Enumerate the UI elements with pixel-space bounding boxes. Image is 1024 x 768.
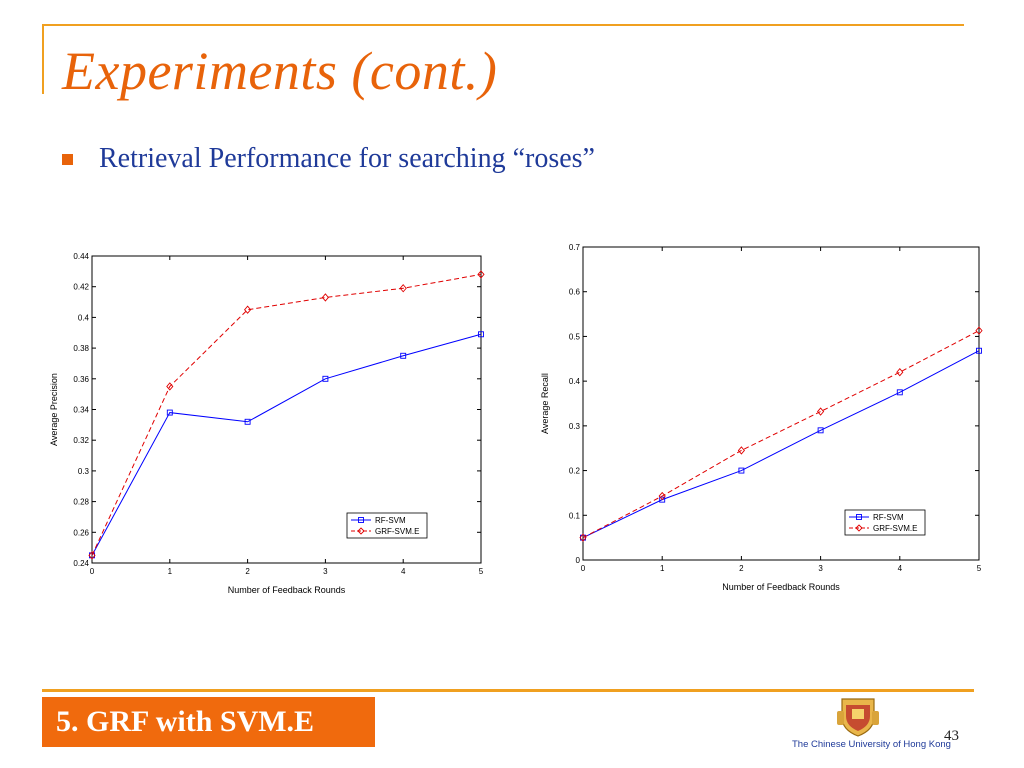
legend-entry-label: RF-SVM	[873, 513, 904, 522]
data-point	[400, 352, 407, 359]
y-tick-label: 0.36	[73, 375, 89, 384]
y-axis-label: Average Recall	[540, 373, 550, 434]
data-point	[166, 382, 174, 391]
page-number: 43	[944, 728, 959, 744]
university-name: The Chinese University of Hong Kong	[792, 739, 951, 750]
data-point	[478, 331, 484, 338]
x-tick-label: 5	[977, 564, 982, 573]
data-point	[322, 375, 329, 382]
x-axis-label: Number of Feedback Rounds	[722, 582, 840, 592]
x-axis-label: Number of Feedback Rounds	[228, 585, 346, 595]
data-point	[477, 270, 485, 279]
x-tick-label: 3	[818, 564, 823, 573]
data-point	[244, 305, 252, 314]
data-point	[738, 467, 745, 474]
y-tick-label: 0.38	[73, 344, 89, 353]
y-tick-label: 0.3	[78, 467, 90, 476]
y-tick-label: 0.34	[73, 406, 89, 415]
data-point	[399, 284, 407, 293]
y-tick-label: 0.2	[569, 467, 581, 476]
legend-entry-label: GRF-SVM.E	[873, 524, 917, 533]
y-tick-label: 0.28	[73, 498, 89, 507]
bullet-item: Retrieval Performance for searching “ros…	[62, 143, 595, 175]
data-point	[976, 347, 982, 354]
data-point	[244, 418, 251, 425]
y-axis-label: Average Precision	[49, 373, 59, 446]
x-tick-label: 2	[739, 564, 744, 573]
data-point	[896, 368, 904, 377]
data-point	[658, 491, 666, 501]
plot-frame	[582, 246, 980, 561]
legend-entry-label: GRF-SVM.E	[375, 527, 419, 536]
y-tick-label: 0.7	[569, 243, 581, 252]
data-point	[166, 409, 173, 416]
data-point	[659, 496, 666, 503]
data-point	[737, 446, 745, 455]
left-frame-line	[42, 24, 44, 94]
y-tick-label: 0.32	[73, 436, 89, 445]
y-tick-label: 0.44	[73, 252, 89, 261]
x-tick-label: 1	[660, 564, 665, 573]
slide-title: Experiments (cont.)	[62, 41, 498, 101]
x-tick-label: 2	[245, 567, 250, 576]
y-tick-label: 0.26	[73, 528, 89, 537]
series-line	[582, 350, 980, 539]
y-tick-label: 0.42	[73, 283, 89, 292]
y-tick-label: 0.4	[569, 377, 581, 386]
legend-marker	[856, 514, 862, 520]
legend-marker	[357, 527, 365, 535]
x-tick-label: 0	[581, 564, 586, 573]
y-tick-label: 0.6	[569, 288, 581, 297]
x-tick-label: 0	[90, 567, 95, 576]
y-tick-label: 0.24	[73, 559, 89, 568]
bullet-text: Retrieval Performance for searching “ros…	[99, 143, 595, 174]
legend-marker	[855, 524, 863, 532]
legend-entry-label: RF-SVM	[375, 516, 406, 525]
data-point	[975, 326, 983, 335]
y-tick-label: 0.1	[569, 511, 581, 520]
x-tick-label: 3	[323, 567, 328, 576]
bullet-square-icon	[62, 153, 73, 165]
precision-chart: 0 1 2 3 4 5 0.24 0.26 0.28 0.3 0.32 0.34 0.36 0.38 0.4…	[49, 252, 485, 595]
data-point	[817, 407, 825, 416]
y-tick-label: 0.5	[569, 332, 581, 341]
data-point	[321, 293, 329, 302]
legend-marker	[358, 517, 364, 523]
data-point	[88, 551, 96, 560]
data-point	[817, 427, 824, 434]
series-line	[91, 273, 482, 556]
y-tick-label: 0	[576, 556, 581, 565]
x-tick-label: 4	[898, 564, 903, 573]
footer-line	[42, 689, 974, 692]
x-tick-label: 1	[168, 567, 173, 576]
y-tick-label: 0.3	[569, 422, 581, 431]
x-tick-label: 5	[479, 567, 484, 576]
y-tick-label: 0.4	[78, 313, 90, 322]
university-crest-icon	[837, 698, 879, 737]
x-tick-label: 4	[401, 567, 406, 576]
data-point	[896, 389, 903, 396]
top-frame-line	[42, 24, 964, 26]
section-label: 5. GRF with SVM.E	[42, 697, 375, 747]
series-line	[582, 330, 980, 539]
data-point	[579, 533, 587, 542]
series-line	[91, 333, 482, 556]
recall-chart: 0 1 2 3 4 5 0 0.1 0.2 0.3 0.4 0.5 0.6 0.7 Number of Fe…	[540, 243, 983, 592]
